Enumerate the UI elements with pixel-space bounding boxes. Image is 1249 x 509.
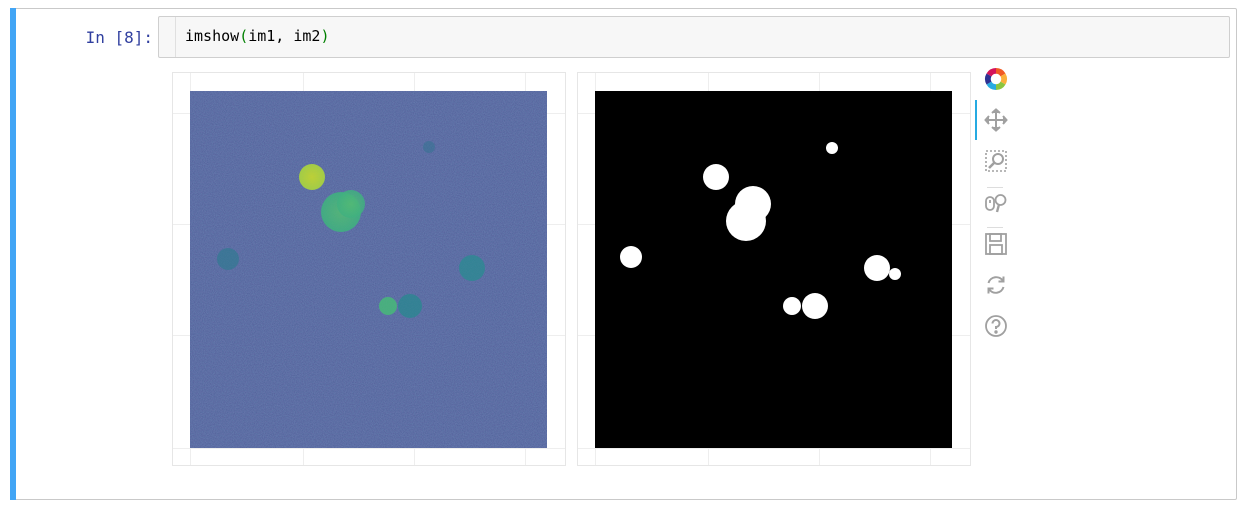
image-im2[interactable] (595, 91, 952, 448)
toolbar-separator (987, 187, 1003, 188)
figure-im1[interactable] (172, 72, 566, 466)
plot-toolbar (971, 64, 1011, 344)
code-arguments: im1, im2 (248, 27, 321, 45)
pan-icon[interactable] (983, 107, 1009, 133)
cell-selection-bar (10, 8, 16, 500)
wheel-zoom-icon[interactable] (983, 190, 1009, 216)
code-gutter (159, 17, 176, 57)
grid-line (173, 448, 565, 449)
code-function: imshow (185, 27, 240, 45)
grid-line (578, 448, 970, 449)
image-im1[interactable] (190, 91, 547, 448)
active-tool-indicator (975, 100, 977, 140)
box-zoom-icon[interactable] (983, 148, 1009, 174)
viridis-image (190, 91, 547, 448)
notebook-cell[interactable]: In [8]: imshow(im1, im2) (10, 8, 1237, 500)
code-line[interactable]: imshow(im1, im2) (185, 27, 330, 45)
input-prompt: In [8]: (85, 28, 153, 47)
save-icon[interactable] (983, 231, 1009, 257)
figure-im2[interactable] (577, 72, 971, 466)
code-open-paren: ( (239, 27, 249, 45)
help-icon[interactable] (983, 313, 1009, 339)
binary-image (595, 91, 952, 448)
toolbar-separator (987, 227, 1003, 228)
code-close-paren: ) (320, 27, 330, 45)
reset-icon[interactable] (983, 272, 1009, 298)
code-input[interactable]: imshow(im1, im2) (158, 16, 1230, 58)
bokeh-logo-icon[interactable] (983, 66, 1009, 92)
